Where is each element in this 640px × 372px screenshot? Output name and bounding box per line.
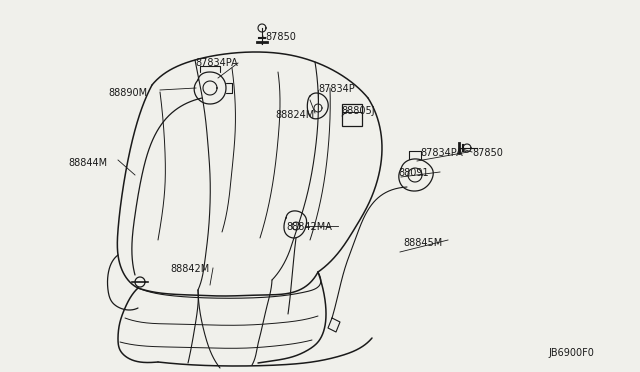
Text: 88091: 88091 (398, 168, 429, 178)
Text: 88824M: 88824M (275, 110, 314, 120)
Text: 88805J: 88805J (341, 106, 374, 116)
Text: 87834P: 87834P (318, 84, 355, 94)
Text: 88844M: 88844M (68, 158, 107, 168)
Text: 87850: 87850 (265, 32, 296, 42)
Text: 87834PA: 87834PA (195, 58, 237, 68)
Text: 87850: 87850 (472, 148, 503, 158)
Text: 88842M: 88842M (170, 264, 209, 274)
Text: 88842MA: 88842MA (286, 222, 332, 232)
Text: 87834PA: 87834PA (420, 148, 463, 158)
Text: 88845M: 88845M (403, 238, 442, 248)
Bar (342, 104, 362, 126)
Text: 88890M: 88890M (108, 88, 147, 98)
Text: JB6900F0: JB6900F0 (548, 348, 594, 358)
